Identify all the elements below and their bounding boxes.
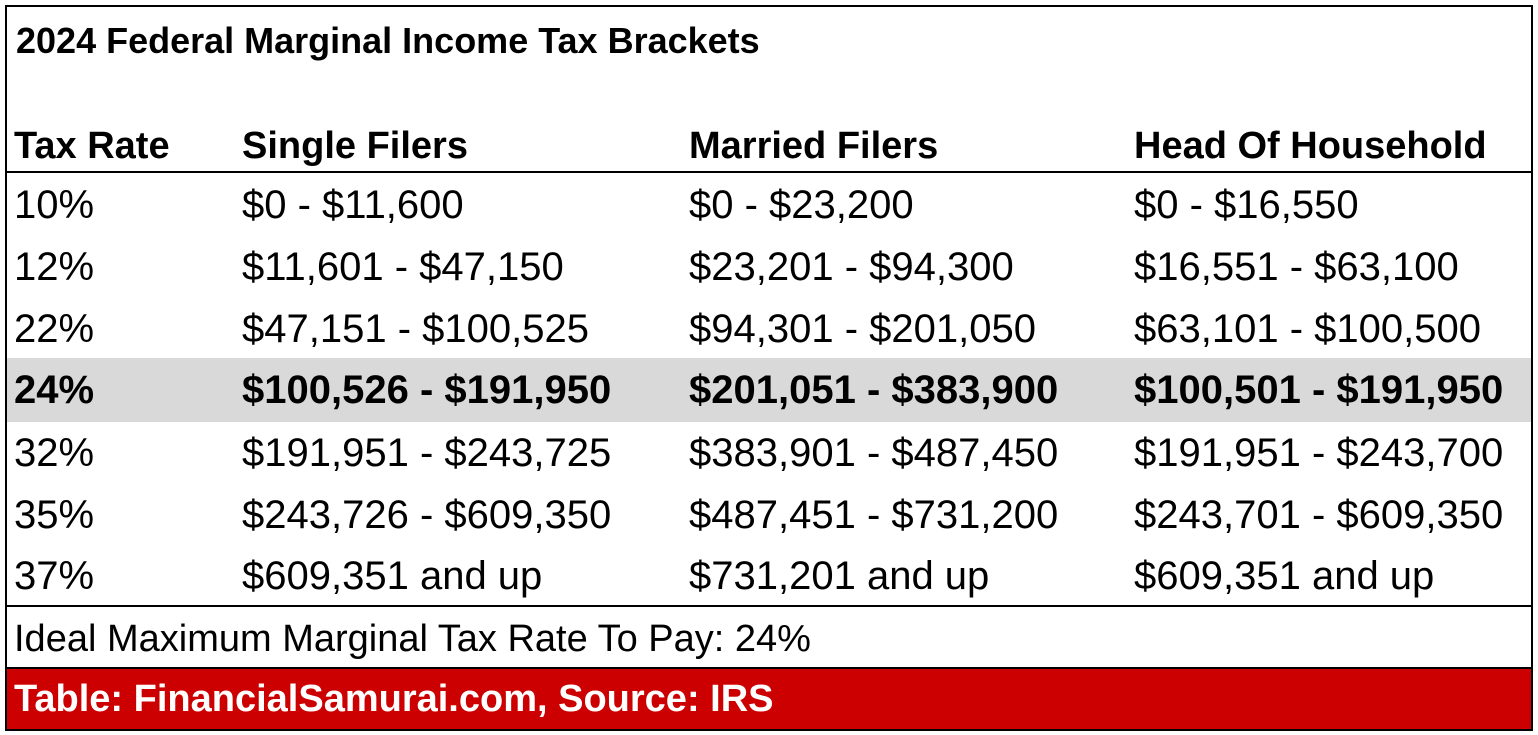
header-row: Tax Rate Single Filers Married Filers He…	[7, 115, 1531, 177]
title-row: 2024 Federal Marginal Income Tax Bracket…	[7, 7, 1531, 77]
household-cell: $191,951 - $243,700	[1134, 431, 1504, 475]
table-row: 32% $191,951 - $243,725 $383,901 - $487,…	[7, 422, 1531, 484]
rate-cell: 32%	[14, 431, 95, 475]
single-cell: $609,351 and up	[242, 554, 543, 598]
married-cell: $94,301 - $201,050	[689, 307, 1036, 351]
rate-cell: 35%	[14, 493, 95, 537]
source-footer: Table: FinancialSamurai.com, Source: IRS	[7, 669, 1531, 729]
header-married-filers: Married Filers	[689, 125, 939, 167]
note-row: Ideal Maximum Marginal Tax Rate To Pay: …	[7, 607, 1531, 667]
married-cell: $383,901 - $487,450	[689, 431, 1059, 475]
married-cell: $487,451 - $731,200	[689, 493, 1059, 537]
married-cell: $201,051 - $383,900	[689, 368, 1059, 412]
tax-bracket-table: 2024 Federal Marginal Income Tax Bracket…	[5, 5, 1533, 731]
household-cell: $63,101 - $100,500	[1134, 307, 1481, 351]
single-cell: $0 - $11,600	[242, 183, 464, 227]
household-cell: $609,351 and up	[1134, 554, 1435, 598]
household-cell: $243,701 - $609,350	[1134, 493, 1504, 537]
single-cell: $47,151 - $100,525	[242, 307, 589, 351]
household-cell: $0 - $16,550	[1134, 183, 1359, 227]
footer-divider	[7, 667, 1531, 669]
married-cell: $0 - $23,200	[689, 183, 914, 227]
highlighted-table-row: 24% $100,526 - $191,950 $201,051 - $383,…	[7, 358, 1531, 422]
single-cell: $243,726 - $609,350	[242, 493, 612, 537]
single-cell: $100,526 - $191,950	[242, 368, 612, 412]
header-head-of-household: Head Of Household	[1134, 125, 1487, 167]
header-single-filers: Single Filers	[242, 125, 468, 167]
header-divider	[7, 171, 1531, 173]
header-tax-rate: Tax Rate	[14, 125, 170, 167]
table-row: 12% $11,601 - $47,150 $23,201 - $94,300 …	[7, 236, 1531, 298]
note-divider	[7, 605, 1531, 607]
rate-cell: 24%	[14, 368, 95, 412]
source-credit: Table: FinancialSamurai.com, Source: IRS	[14, 678, 774, 720]
rate-cell: 10%	[14, 183, 95, 227]
table-row: 35% $243,726 - $609,350 $487,451 - $731,…	[7, 484, 1531, 546]
household-cell: $100,501 - $191,950	[1134, 368, 1504, 412]
married-cell: $23,201 - $94,300	[689, 245, 1014, 289]
table-row: 10% $0 - $11,600 $0 - $23,200 $0 - $16,5…	[7, 174, 1531, 236]
rate-cell: 22%	[14, 307, 95, 351]
table-row: 37% $609,351 and up $731,201 and up $609…	[7, 545, 1531, 607]
table-title: 2024 Federal Marginal Income Tax Bracket…	[16, 20, 760, 61]
single-cell: $11,601 - $47,150	[242, 245, 564, 289]
household-cell: $16,551 - $63,100	[1134, 245, 1459, 289]
table-row: 22% $47,151 - $100,525 $94,301 - $201,05…	[7, 298, 1531, 360]
ideal-rate-note: Ideal Maximum Marginal Tax Rate To Pay: …	[14, 618, 811, 660]
single-cell: $191,951 - $243,725	[242, 431, 612, 475]
rate-cell: 37%	[14, 554, 95, 598]
rate-cell: 12%	[14, 245, 95, 289]
married-cell: $731,201 and up	[689, 554, 990, 598]
